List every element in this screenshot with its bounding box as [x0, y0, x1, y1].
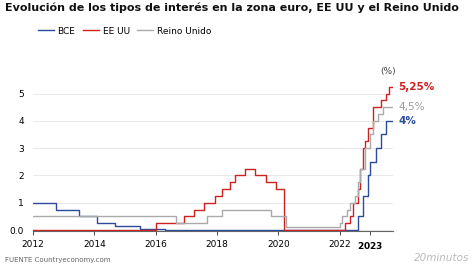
Text: (%): (%)	[380, 67, 396, 76]
Text: Evolución de los tipos de interés en la zona euro, EE UU y el Reino Unido: Evolución de los tipos de interés en la …	[5, 3, 459, 13]
Legend: BCE, EE UU, Reino Unido: BCE, EE UU, Reino Unido	[34, 23, 215, 39]
Text: 5,25%: 5,25%	[398, 82, 434, 92]
Text: FUENTE Countryeconomy.com: FUENTE Countryeconomy.com	[5, 257, 110, 263]
Text: 20minutos: 20minutos	[414, 253, 469, 263]
Text: 4%: 4%	[398, 116, 416, 126]
Text: 4,5%: 4,5%	[398, 102, 425, 112]
